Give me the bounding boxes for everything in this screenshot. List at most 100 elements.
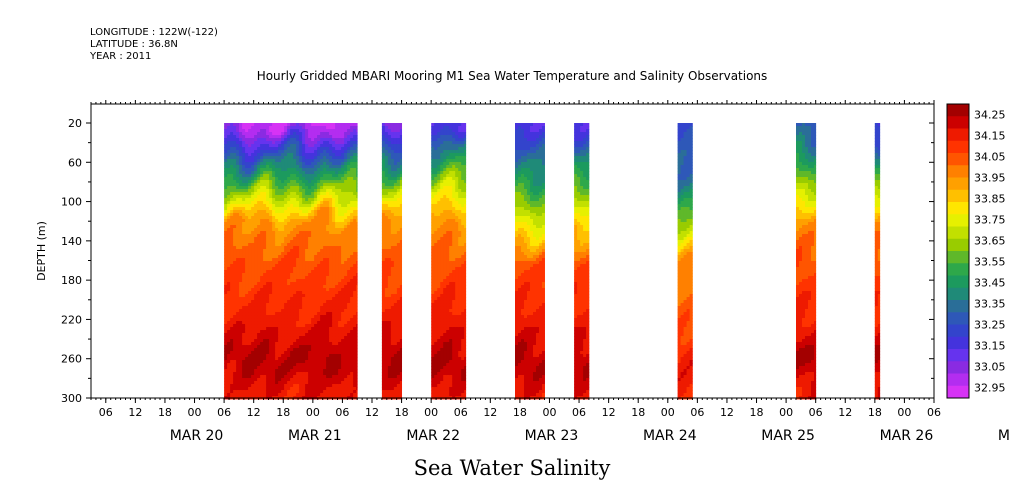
salinity-cell <box>275 357 279 361</box>
salinity-cell <box>344 159 348 163</box>
salinity-cell <box>278 159 282 163</box>
salinity-cell <box>317 228 321 232</box>
salinity-cell <box>335 255 339 259</box>
salinity-cell <box>236 186 240 190</box>
salinity-cell <box>296 345 300 349</box>
salinity-cell <box>396 195 401 199</box>
salinity-cell <box>338 141 342 145</box>
salinity-cell <box>278 381 282 385</box>
salinity-cell <box>269 228 273 232</box>
salinity-cell <box>287 198 291 202</box>
salinity-cell <box>254 162 258 166</box>
salinity-cell <box>335 219 339 223</box>
salinity-cell <box>278 330 282 334</box>
salinity-cell <box>390 378 395 382</box>
salinity-cell <box>311 213 315 217</box>
salinity-cell <box>260 219 264 223</box>
salinity-cell <box>393 171 398 175</box>
salinity-cell <box>230 207 234 211</box>
salinity-cell <box>305 279 309 283</box>
salinity-cell <box>233 390 237 394</box>
salinity-cell <box>344 330 348 334</box>
salinity-cell <box>299 345 303 349</box>
salinity-cell <box>335 180 339 184</box>
salinity-cell <box>320 330 324 334</box>
salinity-cell <box>344 162 348 166</box>
salinity-cell <box>350 279 354 283</box>
salinity-cell <box>329 372 333 376</box>
salinity-cell <box>396 333 401 337</box>
salinity-cell <box>245 330 249 334</box>
salinity-cell <box>266 234 270 238</box>
salinity-cell <box>305 123 309 127</box>
salinity-cell <box>338 393 342 397</box>
salinity-cell <box>272 171 276 175</box>
salinity-cell <box>299 309 303 313</box>
salinity-cell <box>239 318 243 322</box>
salinity-cell <box>344 138 348 142</box>
salinity-cell <box>384 141 389 145</box>
salinity-cell <box>356 300 358 304</box>
salinity-cell <box>434 129 438 133</box>
salinity-cell <box>254 258 258 262</box>
salinity-cell <box>224 207 228 211</box>
salinity-cell <box>396 309 401 313</box>
salinity-cell <box>245 357 249 361</box>
salinity-cell <box>320 351 324 355</box>
salinity-cell <box>233 342 237 346</box>
salinity-cell <box>335 177 339 181</box>
salinity-cell <box>393 177 398 181</box>
salinity-cell <box>390 306 395 310</box>
salinity-cell <box>320 294 324 298</box>
salinity-cell <box>329 261 333 265</box>
salinity-cell <box>287 252 291 256</box>
salinity-cell <box>236 129 240 133</box>
salinity-cell <box>393 294 398 298</box>
salinity-cell <box>299 156 303 160</box>
salinity-cell <box>278 246 282 250</box>
salinity-cell <box>387 312 392 316</box>
salinity-cell <box>296 213 300 217</box>
salinity-cell <box>302 393 306 397</box>
salinity-cell <box>320 129 324 133</box>
salinity-cell <box>224 231 228 235</box>
salinity-cell <box>390 153 395 157</box>
salinity-cell <box>356 237 358 241</box>
salinity-cell <box>341 150 345 154</box>
salinity-cell <box>396 303 401 307</box>
salinity-cell <box>227 354 231 358</box>
salinity-cell <box>341 186 345 190</box>
salinity-cell <box>332 195 336 199</box>
salinity-cell <box>396 252 401 256</box>
salinity-cell <box>341 240 345 244</box>
salinity-cell <box>332 174 336 178</box>
salinity-cell <box>257 219 261 223</box>
salinity-cell <box>260 228 264 232</box>
salinity-cell <box>320 378 324 382</box>
salinity-cell <box>393 156 398 160</box>
salinity-cell <box>227 132 231 136</box>
salinity-cell <box>323 273 327 277</box>
salinity-cell <box>305 153 309 157</box>
salinity-cell <box>305 144 309 148</box>
salinity-cell <box>338 129 342 133</box>
salinity-cell <box>302 369 306 373</box>
salinity-cell <box>320 132 324 136</box>
salinity-cell <box>236 228 240 232</box>
salinity-cell <box>257 252 261 256</box>
salinity-cell <box>299 204 303 208</box>
salinity-cell <box>245 333 249 337</box>
salinity-cell <box>239 294 243 298</box>
salinity-cell <box>251 162 255 166</box>
salinity-cell <box>356 204 358 208</box>
salinity-cell <box>278 156 282 160</box>
salinity-cell <box>434 267 438 271</box>
salinity-cell <box>387 390 392 394</box>
salinity-cell <box>299 378 303 382</box>
salinity-cell <box>257 288 261 292</box>
salinity-cell <box>290 333 294 337</box>
salinity-cell <box>311 216 315 220</box>
salinity-cell <box>335 381 339 385</box>
salinity-cell <box>245 228 249 232</box>
salinity-cell <box>390 198 395 202</box>
